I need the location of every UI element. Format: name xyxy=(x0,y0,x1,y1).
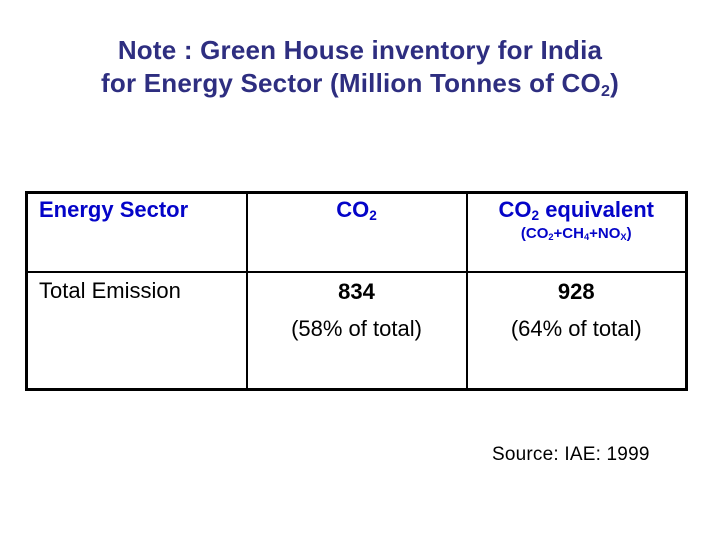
slide-title-line2: for Energy Sector (Million Tonnes of CO2… xyxy=(0,67,720,100)
row-label-total-emission: Total Emission xyxy=(25,270,248,391)
header-co2: CO2 xyxy=(245,191,468,273)
source-note: Source: IAE: 1999 xyxy=(492,444,650,465)
co2-equivalent-value: 928 xyxy=(557,278,595,304)
slide-title-line1: Note : Green House inventory for India xyxy=(117,35,603,65)
table-row-total-emission: Total Emission 834 (58% of total) 928 (6… xyxy=(25,270,688,391)
title-co2-subscript: 2 xyxy=(600,81,611,100)
header-co2-equivalent-formula: (CO2+CH4+NOX) xyxy=(520,225,632,243)
co2-percentage-note: (58% of total) xyxy=(291,315,422,341)
emissions-table: Energy Sector CO2 CO2 equivalent (CO2+CH… xyxy=(25,191,688,391)
header-co2-equivalent-label: CO2 equivalent xyxy=(498,197,655,223)
header-co2-label: CO xyxy=(336,197,370,222)
cell-co2-equivalent: 928 (64% of total) xyxy=(465,270,688,391)
header-energy-sector: Energy Sector xyxy=(25,191,248,273)
header-energy-sector-label: Energy Sector xyxy=(39,197,189,222)
table-header-row: Energy Sector CO2 CO2 equivalent (CO2+CH… xyxy=(25,191,688,273)
cell-co2: 834 (58% of total) xyxy=(245,270,468,391)
co2-value: 834 xyxy=(338,278,375,304)
header-co2eq-subscript: 2 xyxy=(531,208,540,223)
co2-equivalent-percentage-note: (64% of total) xyxy=(510,315,642,341)
header-co2-equivalent: CO2 equivalent (CO2+CH4+NOX) xyxy=(465,191,688,273)
slide-title: Note : Green House inventory for India f… xyxy=(0,34,720,100)
header-co2-subscript: 2 xyxy=(369,208,377,223)
title-line2-text: for Energy Sector (Million Tonnes of CO xyxy=(101,68,601,98)
title-line2-close: ) xyxy=(610,68,619,98)
